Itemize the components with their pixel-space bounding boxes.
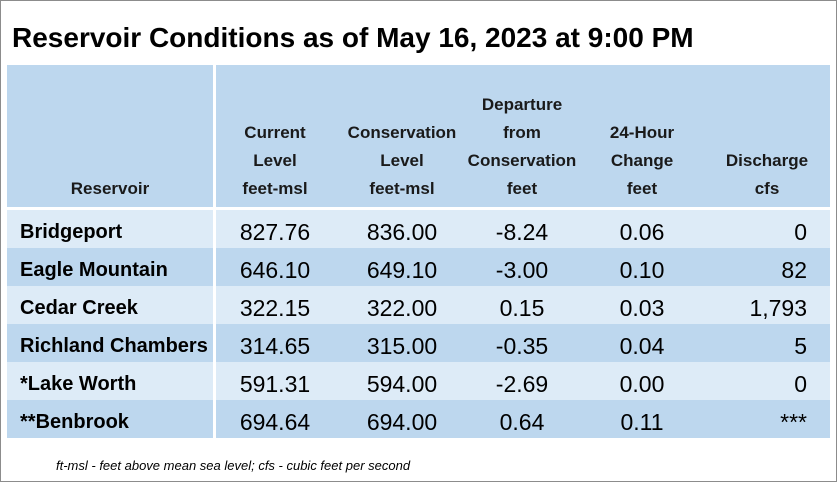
- discharge-value: ***: [780, 409, 807, 435]
- current-level-value: 314.65: [239, 333, 311, 359]
- header-departure-line-4: feet: [506, 179, 538, 198]
- change-value: 0.03: [619, 295, 665, 321]
- table-header: Reservoir Current Level feet-msl Conserv…: [7, 65, 830, 207]
- header-current-line-1: Current: [244, 123, 306, 142]
- header-24-hour-change: 24-Hour Change feet: [592, 119, 692, 203]
- table-row: **Benbrook 694.64 694.00 0.64 0.11 ***: [7, 400, 830, 438]
- header-discharge-line-1: Discharge: [725, 151, 809, 170]
- header-divider: [213, 65, 216, 207]
- departure-value: 0.64: [499, 409, 545, 435]
- current-level-value: 591.31: [239, 371, 311, 397]
- reservoir-name: Richland Chambers: [20, 335, 208, 357]
- departure-value: -2.69: [495, 371, 549, 397]
- change-value: 0.04: [619, 333, 665, 359]
- table-row: Eagle Mountain 646.10 649.10 -3.00 0.10 …: [7, 248, 830, 286]
- table-row: Bridgeport 827.76 836.00 -8.24 0.06 0: [7, 210, 830, 248]
- row-divider: [213, 210, 216, 248]
- header-reservoir-line: Reservoir: [70, 179, 150, 198]
- header-current-level: Current Level feet-msl: [225, 119, 325, 203]
- table-row: *Lake Worth 591.31 594.00 -2.69 0.00 0: [7, 362, 830, 400]
- table-row: Cedar Creek 322.15 322.00 0.15 0.03 1,79…: [7, 286, 830, 324]
- conservation-level-value: 594.00: [366, 371, 438, 397]
- header-discharge: Discharge cfs: [707, 147, 827, 203]
- current-level-value: 827.76: [239, 219, 311, 245]
- departure-value: -3.00: [495, 257, 549, 283]
- row-divider: [213, 324, 216, 362]
- current-level-value: 694.64: [239, 409, 311, 435]
- conservation-level-value: 694.00: [366, 409, 438, 435]
- change-value: 0.11: [620, 409, 664, 435]
- reservoir-name: **Benbrook: [20, 411, 129, 433]
- header-change-line-1: 24-Hour: [609, 123, 675, 142]
- header-conservation-level: Conservation Level feet-msl: [337, 119, 467, 203]
- page-title: Reservoir Conditions as of May 16, 2023 …: [12, 22, 694, 53]
- conservation-level-value: 315.00: [366, 333, 438, 359]
- header-departure-line-2: from: [503, 123, 541, 142]
- header-conservation-line-3: feet-msl: [369, 179, 435, 198]
- departure-value: -8.24: [495, 219, 549, 245]
- departure-value: 0.15: [499, 295, 545, 321]
- discharge-value: 0: [794, 219, 807, 245]
- header-reservoir: Reservoir: [7, 175, 213, 203]
- row-divider: [213, 400, 216, 438]
- reservoir-table: Reservoir Current Level feet-msl Conserv…: [7, 65, 830, 438]
- header-change-line-2: Change: [610, 151, 674, 170]
- discharge-value: 1,793: [749, 295, 807, 321]
- reservoir-name: Cedar Creek: [20, 297, 138, 319]
- header-change-line-3: feet: [626, 179, 658, 198]
- header-departure-line-3: Conservation: [467, 151, 577, 170]
- current-level-value: 646.10: [239, 257, 311, 283]
- change-value: 0.00: [619, 371, 665, 397]
- conservation-level-value: 322.00: [366, 295, 438, 321]
- row-divider: [213, 248, 216, 286]
- current-level-value: 322.15: [239, 295, 311, 321]
- reservoir-name: *Lake Worth: [20, 373, 137, 395]
- header-departure: Departure from Conservation feet: [457, 91, 587, 203]
- table-row: Richland Chambers 314.65 315.00 -0.35 0.…: [7, 324, 830, 362]
- change-value: 0.06: [619, 219, 665, 245]
- discharge-value: 5: [794, 333, 807, 359]
- discharge-value: 82: [781, 257, 807, 283]
- header-row-divider: [7, 207, 830, 210]
- reservoir-name: Eagle Mountain: [20, 259, 168, 281]
- change-value: 0.10: [619, 257, 665, 283]
- discharge-value: 0: [794, 371, 807, 397]
- row-divider: [213, 362, 216, 400]
- departure-value: -0.35: [495, 333, 549, 359]
- conservation-level-value: 649.10: [366, 257, 438, 283]
- header-discharge-line-2: cfs: [754, 179, 780, 198]
- conservation-level-value: 836.00: [366, 219, 438, 245]
- footnote: ft-msl - feet above mean sea level; cfs …: [56, 458, 411, 473]
- row-divider: [213, 286, 216, 324]
- header-conservation-line-1: Conservation: [347, 123, 457, 142]
- header-departure-line-1: Departure: [481, 95, 563, 114]
- reservoir-name: Bridgeport: [20, 221, 123, 243]
- header-current-line-3: feet-msl: [242, 179, 308, 198]
- header-current-line-2: Level: [253, 151, 297, 170]
- header-conservation-line-2: Level: [380, 151, 424, 170]
